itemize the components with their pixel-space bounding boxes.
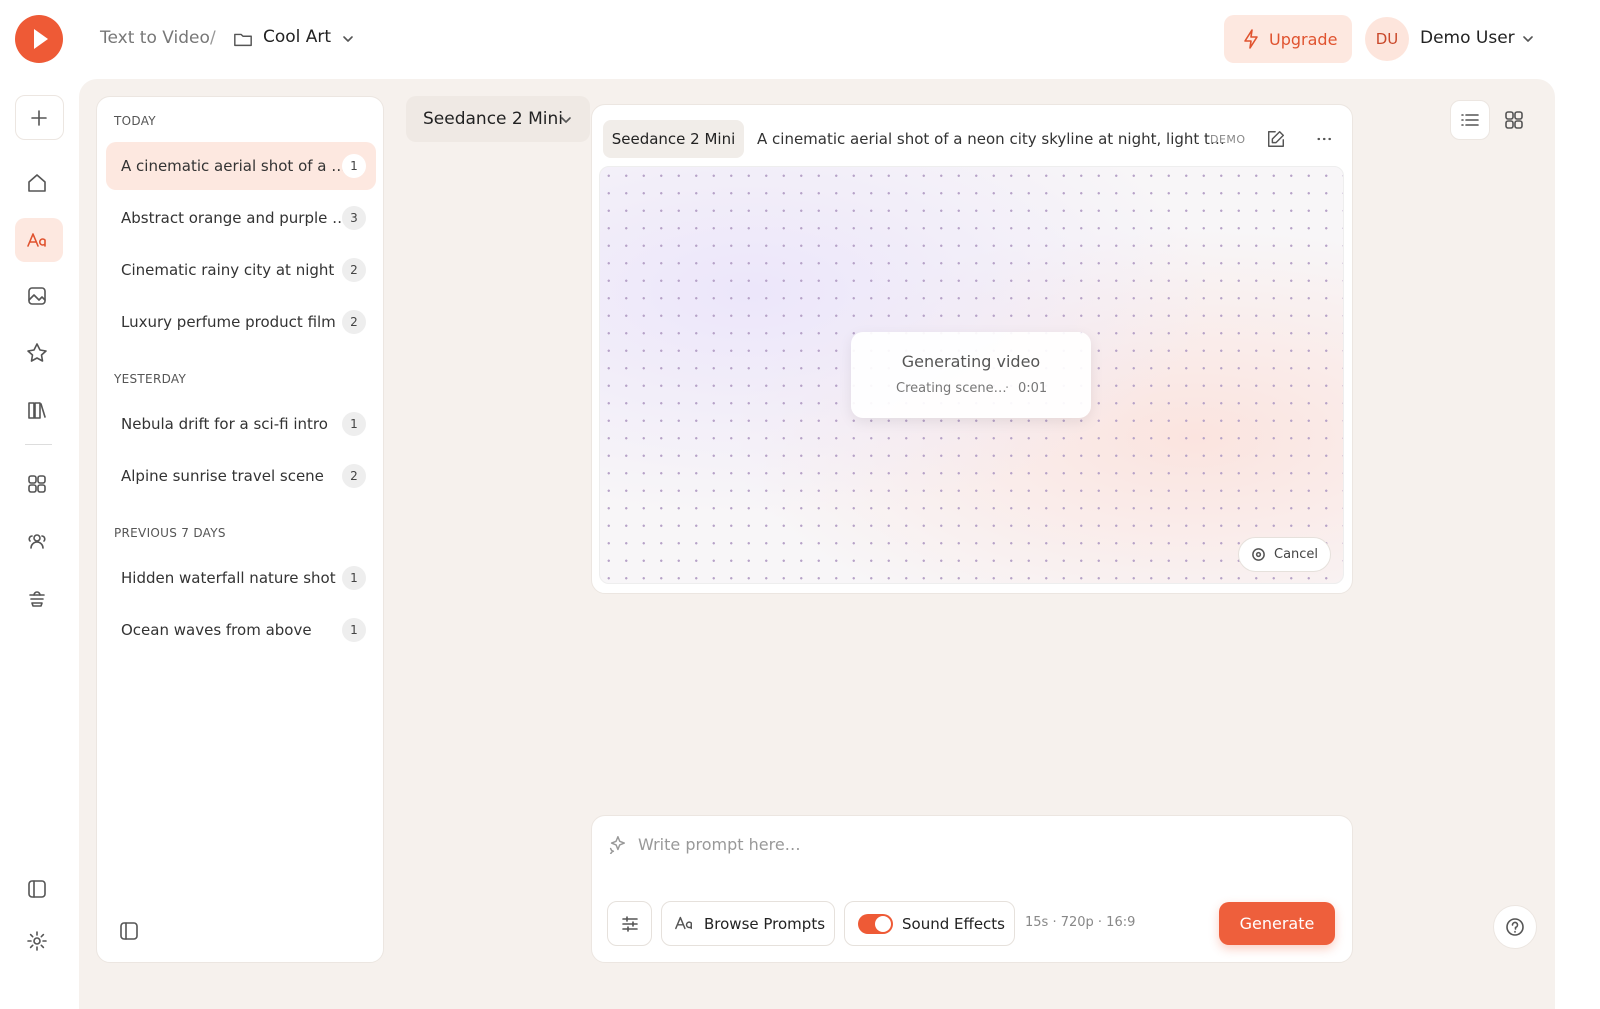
history-item[interactable]: Alpine sunrise travel scene 2 (106, 452, 376, 500)
settings-summary: 15s · 720p · 16:9 (1025, 915, 1136, 930)
sidebar-icon[interactable] (26, 878, 48, 900)
item-count: 2 (342, 310, 366, 334)
grid-view-icon[interactable] (1503, 109, 1525, 131)
prompt-input[interactable]: Write prompt here… (638, 835, 801, 854)
user-name[interactable]: Demo User (1420, 28, 1515, 48)
history-item[interactable]: Hidden waterfall nature shot 1 (106, 554, 376, 602)
history-item[interactable]: Abstract orange and purple … 3 (106, 194, 376, 242)
image-icon[interactable] (26, 285, 48, 307)
model-tag: Seedance 2 Mini (603, 120, 744, 158)
group-label: YESTERDAY (114, 372, 187, 386)
settings-icon[interactable] (26, 930, 48, 952)
item-count: 3 (342, 206, 366, 230)
collapse-icon[interactable] (118, 920, 140, 942)
item-title: Abstract orange and purple … (121, 209, 348, 227)
history-item[interactable]: Nebula drift for a sci-fi intro 1 (106, 400, 376, 448)
text-icon (27, 233, 46, 247)
home-icon[interactable] (26, 172, 48, 194)
item-count: 1 (342, 566, 366, 590)
history-item[interactable]: A cinematic aerial shot of a … 1 (106, 142, 376, 190)
list-icon (1461, 114, 1479, 126)
item-count: 1 (342, 154, 366, 178)
bolt-icon (1244, 29, 1258, 49)
prompt-text: A cinematic aerial shot of a neon city s… (757, 130, 1225, 148)
more-icon[interactable] (1314, 129, 1334, 149)
help-icon (1506, 918, 1524, 936)
item-title: Cinematic rainy city at night (121, 261, 335, 279)
folder-icon (234, 33, 252, 47)
item-title: Hidden waterfall nature shot (121, 569, 336, 587)
item-count: 2 (342, 258, 366, 282)
item-count: 2 (342, 464, 366, 488)
chevron[interactable] (340, 31, 356, 47)
status-box (851, 332, 1091, 418)
item-title: Alpine sunrise travel scene (121, 467, 324, 485)
team-icon[interactable] (26, 530, 48, 552)
history-panel: TODAY A cinematic aerial shot of a … 1 Abst… (96, 96, 384, 963)
active-nav[interactable] (15, 218, 63, 262)
browse-prompts-button[interactable]: Browse Prompts (661, 901, 835, 946)
star-icon[interactable] (26, 342, 48, 364)
divider (25, 444, 52, 445)
status-stage: Creating scene… (896, 381, 1007, 396)
video-preview (599, 166, 1344, 584)
chevron[interactable] (558, 112, 574, 128)
toggle-track[interactable] (858, 914, 893, 934)
group-label: PREVIOUS 7 DAYS (114, 526, 226, 540)
sound-effects-toggle[interactable]: Sound Effects (844, 901, 1015, 946)
breadcrumb[interactable]: Text to Video (100, 28, 210, 48)
separator: / (210, 28, 216, 48)
stack-icon[interactable] (26, 587, 48, 609)
item-title: Nebula drift for a sci-fi intro (121, 415, 328, 433)
status-dot: · (1005, 381, 1010, 396)
history-item[interactable]: Cinematic rainy city at night 2 (106, 246, 376, 294)
cancel-icon (1252, 548, 1265, 561)
sparkle-icon (609, 836, 625, 854)
demo-badge: DEMO (1210, 133, 1246, 146)
item-count: 1 (342, 412, 366, 436)
item-title: A cinematic aerial shot of a … (121, 157, 347, 175)
item-title: Ocean waves from above (121, 621, 312, 639)
group-label: TODAY (114, 114, 156, 128)
status-time: 0:01 (1018, 381, 1048, 396)
text-icon (675, 916, 692, 930)
logo[interactable] (15, 15, 63, 63)
chevron[interactable] (1520, 31, 1536, 47)
edit-icon[interactable] (1266, 129, 1286, 149)
history-item[interactable]: Luxury perfume product film 2 (106, 298, 376, 346)
sliders-icon (622, 916, 638, 932)
library-icon[interactable] (26, 399, 48, 421)
plus-icon (31, 110, 47, 126)
history-item[interactable]: Ocean waves from above 1 (106, 606, 376, 654)
item-title: Luxury perfume product film (121, 313, 336, 331)
status-title: Generating video (901, 352, 1041, 371)
apps-icon[interactable] (26, 473, 48, 495)
item-count: 1 (342, 618, 366, 642)
model-selector[interactable]: Seedance 2 Mini (406, 96, 590, 142)
project-name[interactable]: Cool Art (263, 27, 332, 47)
avatar[interactable]: DU (1365, 17, 1409, 61)
generate-button[interactable]: Generate (1219, 902, 1335, 945)
